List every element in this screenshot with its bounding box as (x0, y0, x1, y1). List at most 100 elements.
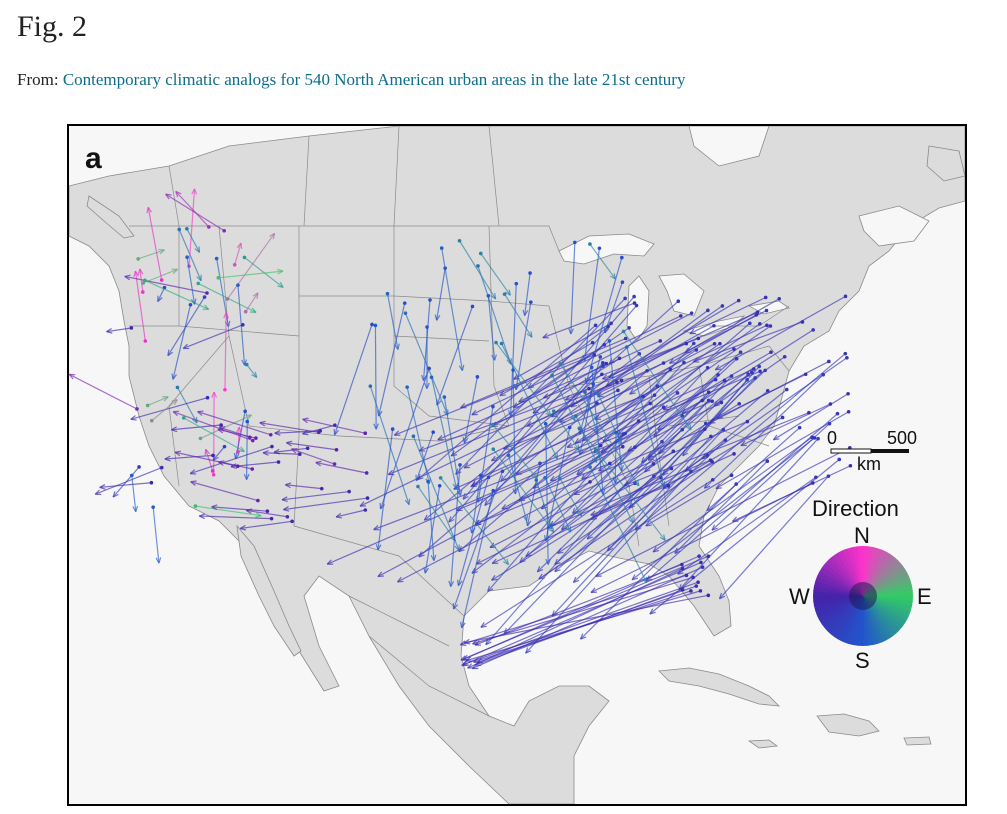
analog-arrow (94, 465, 164, 495)
analog-arrow (145, 396, 169, 408)
analog-arrow (590, 481, 815, 594)
analog-arrow (652, 435, 814, 553)
analog-arrow (326, 443, 603, 565)
analog-arrow (476, 404, 495, 503)
scale-bar: 0 500 km (827, 428, 917, 474)
analog-arrow (457, 475, 491, 587)
article-title-link[interactable]: Contemporary climatic analogs for 540 No… (62, 70, 686, 89)
analog-arrow (549, 350, 773, 482)
north-america-landmass (69, 126, 965, 804)
analog-arrow (423, 483, 442, 574)
analog-arrow (106, 326, 134, 334)
direction-legend: Direction N E S W (789, 496, 932, 673)
analog-arrow (377, 301, 407, 417)
analog-arrow (631, 436, 817, 581)
analog-arrow (474, 588, 685, 666)
analog-arrow (582, 246, 602, 362)
analog-arrow (244, 362, 258, 379)
analog-arrow (462, 375, 480, 444)
analog-arrow (133, 270, 148, 343)
analog-arrow (223, 312, 229, 392)
analog-arrows (69, 188, 853, 670)
source-line: From: Contemporary climatic analogs for … (17, 70, 685, 90)
analog-arrow (438, 476, 510, 566)
analog-arrow (513, 300, 533, 391)
analog-arrow (715, 409, 851, 490)
analog-arrow (112, 465, 141, 498)
analog-arrow (452, 469, 505, 610)
analog-arrow (302, 417, 368, 436)
analog-arrow (714, 294, 848, 371)
analog-arrow (146, 206, 164, 282)
analog-arrow (522, 271, 532, 316)
analog-arrow (411, 434, 460, 551)
analog-arrow (713, 354, 787, 407)
analog-arrow (621, 329, 692, 431)
analog-arrow (581, 405, 666, 480)
analog-arrow (375, 427, 395, 551)
analog-arrow (129, 473, 139, 513)
legend-east-label: E (917, 584, 932, 609)
analog-arrow (290, 447, 337, 466)
analog-arrow (262, 450, 302, 457)
lake-michigan (626, 275, 650, 342)
vancouver-island (86, 195, 135, 239)
analog-arrow (596, 392, 623, 445)
analog-arrow (486, 293, 497, 361)
analog-arrow (490, 341, 717, 462)
color-wheel-center (849, 582, 877, 610)
analog-arrow (572, 438, 728, 584)
analog-arrow (588, 465, 648, 584)
analog-arrow (193, 504, 262, 518)
analog-arrow (190, 480, 260, 503)
analog-arrow (174, 450, 255, 471)
analog-arrow (175, 190, 211, 229)
analog-arrow (239, 519, 294, 531)
analog-arrow (490, 422, 538, 480)
analog-arrow (333, 322, 374, 436)
figure-label: Fig. 2 (17, 10, 88, 43)
scale-unit-label: km (857, 454, 881, 474)
analog-arrow (167, 295, 207, 357)
analog-arrow (137, 268, 145, 294)
analog-arrow (513, 321, 613, 380)
jamaica (747, 739, 779, 749)
analog-arrow (151, 505, 162, 564)
analog-arrow (171, 302, 193, 380)
analog-arrow (706, 425, 802, 512)
analog-arrow (600, 391, 680, 454)
water-layer (558, 126, 930, 342)
analog-arrow (448, 463, 462, 587)
analog-arrow (467, 566, 685, 669)
analog-arrow (243, 419, 250, 480)
legend-north-label: N (854, 523, 870, 548)
analog-arrow (462, 554, 701, 661)
analog-arrow (286, 440, 339, 452)
analog-arrow (197, 410, 273, 437)
scale-bar-black (871, 449, 909, 453)
analog-arrow (607, 339, 624, 472)
analog-arrow (437, 339, 663, 441)
analog-arrow (368, 384, 411, 506)
hudson-bay-edge (688, 126, 770, 167)
analog-arrow (335, 508, 368, 519)
analog-arrow (543, 475, 572, 533)
scale-start-label: 0 (827, 428, 837, 448)
panel-letter: a (85, 142, 102, 175)
analog-arrow (551, 409, 580, 451)
analog-arrow (217, 427, 258, 440)
analog-arrow (281, 489, 351, 503)
analog-arrow (424, 325, 430, 389)
analog-arrow (478, 251, 511, 296)
from-prefix: From: (17, 70, 59, 89)
analog-arrow (502, 292, 533, 338)
analog-arrow (283, 496, 370, 512)
analog-arrow (472, 575, 695, 646)
gulf-st-lawrence (858, 205, 930, 247)
analog-arrow (645, 473, 734, 527)
newfoundland (926, 145, 965, 182)
analog-arrow (554, 474, 656, 566)
analog-arrow (629, 348, 699, 395)
lake-superior (558, 233, 655, 265)
cuba (658, 667, 781, 707)
